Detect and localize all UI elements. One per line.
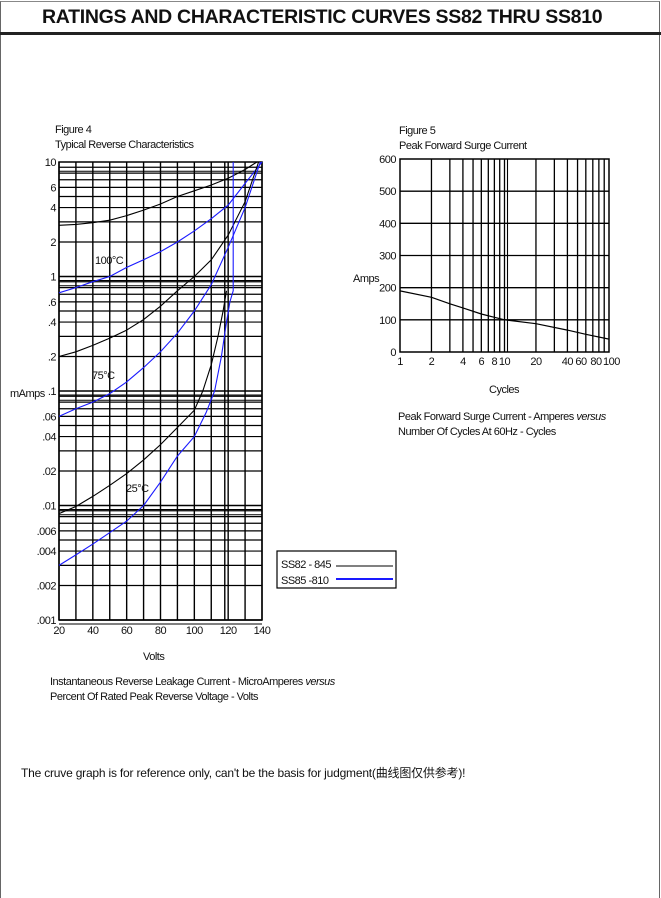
page-title: RATINGS AND CHARACTERISTIC CURVES SS82 T…	[42, 6, 603, 28]
fig4-xtick-label: 80	[155, 625, 167, 637]
fig5-caption-versus: versus	[576, 411, 606, 423]
fig5-ytick-label: 600	[379, 154, 396, 166]
fig5-xtick-label: 20	[530, 356, 542, 368]
fig5-xtick-label: 40	[562, 356, 574, 368]
fig4-ytick-label: .002	[37, 581, 57, 593]
fig4-ytick-label: .006	[37, 526, 57, 538]
annotation-75c: 75°C	[92, 370, 115, 382]
fig4-xtick-label: 20	[53, 625, 65, 637]
fig5-xtick-label: 4	[460, 356, 466, 368]
fig4-label: Figure 4	[55, 124, 92, 136]
fig5-caption-text: Peak Forward Surge Current - Amperes	[398, 411, 577, 423]
fig4-caption-versus: versus	[305, 676, 335, 688]
fig4-ytick-label: 2	[50, 237, 56, 249]
fig4-xtick-label: 120	[220, 625, 237, 637]
fig4-ytick-label: .001	[37, 615, 57, 627]
disclaimer-note: The cruve graph is for reference only, c…	[21, 766, 466, 780]
fig4-curve-75c-black	[58, 161, 260, 358]
fig4-ytick-label: .004	[37, 546, 57, 558]
fig4-ytick-label: 4	[50, 203, 56, 215]
fig4-xtick-label: 100	[186, 625, 203, 637]
fig4-ytick-label: .1	[48, 386, 57, 398]
fig4-xtick-label: 60	[121, 625, 133, 637]
fig4-ytick-label: .04	[42, 432, 56, 444]
fig4-plot: 20 40 60 80 100 120 140 10 6 4 2 1 .6 .4 .2 .1 .06 .04 .02…	[37, 157, 397, 637]
fig5-xtick-label: 1	[397, 356, 403, 368]
fig5-ytick-label: 300	[379, 251, 396, 263]
fig4-curve-25c-black	[58, 290, 228, 515]
fig4-ytick-label: .02	[42, 466, 56, 478]
fig4-curve-75c-blue	[58, 161, 261, 417]
fig5-xlabel: Cycles	[489, 384, 520, 396]
fig4-ytick-label: .06	[42, 411, 56, 423]
fig4-curve-25c-blue	[58, 162, 234, 566]
fig4-ytick-label: 1	[50, 272, 56, 284]
fig4-ytick-label: 6	[50, 182, 56, 194]
fig4-ytick-label: .4	[48, 317, 57, 329]
fig4-curve-100c-blue	[58, 161, 263, 294]
fig5-xtick-label: 80	[590, 356, 602, 368]
fig5-curve	[399, 290, 610, 340]
fig4-curve-100c-black	[58, 161, 258, 226]
fig4-ytick-label: .2	[48, 352, 57, 364]
fig5-xtick-label: 6	[479, 356, 485, 368]
fig5-xtick-label: 2	[429, 356, 435, 368]
fig5-ytick-label: 100	[379, 315, 396, 327]
legend-box	[276, 550, 397, 589]
fig4-xtick-label: 40	[87, 625, 99, 637]
fig5-frame	[399, 158, 610, 353]
fig4-xlabel: Volts	[143, 651, 165, 663]
fig4-caption-1: Instantaneous Reverse Leakage Current - …	[50, 676, 335, 688]
fig5-ytick-label: 0	[390, 347, 396, 359]
fig5-xtick-label: 100	[603, 356, 620, 368]
fig5-caption-1: Peak Forward Surge Current - Amperes ver…	[398, 411, 606, 423]
fig5-ytick-label: 200	[379, 283, 396, 295]
fig4-caption-2: Percent Of Rated Peak Reverse Voltage - …	[50, 691, 259, 703]
fig4-title: Typical Reverse Characteristics	[55, 139, 194, 151]
fig5-label: Figure 5	[399, 125, 436, 137]
fig4-ytick-label: .6	[48, 297, 57, 309]
fig5-ylabel: Amps	[353, 273, 380, 285]
annotation-100c: 100°C	[95, 255, 124, 267]
fig5-ytick-label: 400	[379, 218, 396, 230]
fig5-title: Peak Forward Surge Current	[399, 140, 527, 152]
fig5-xtick-label: 60	[575, 356, 587, 368]
fig4-frame	[58, 161, 263, 621]
fig4-caption-text: Instantaneous Reverse Leakage Current - …	[50, 676, 306, 688]
fig4-ytick-label: .01	[42, 501, 56, 513]
fig4-xtick-label: 140	[254, 625, 271, 637]
fig5-caption-2: Number Of Cycles At 60Hz - Cycles	[398, 426, 556, 438]
fig5-ytick-label: 500	[379, 186, 396, 198]
fig4-ylabel: mAmps	[10, 388, 45, 400]
annotation-25c: 25°C	[126, 483, 149, 495]
fig5-xtick-label: 10	[499, 356, 511, 368]
title-rule	[0, 32, 661, 35]
fig5-xtick-label: 8	[492, 356, 498, 368]
fig4-ytick-label: 10	[45, 157, 57, 169]
legend-label-blue: SS85 -810	[281, 575, 329, 587]
legend-label-black: SS82 - 845	[281, 559, 332, 571]
